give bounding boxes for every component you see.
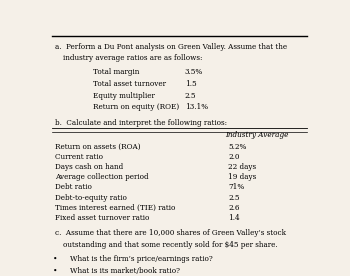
- Text: Return on assets (ROA): Return on assets (ROA): [55, 143, 140, 151]
- Text: a.  Perform a Du Pont analysis on Green Valley. Assume that the: a. Perform a Du Pont analysis on Green V…: [55, 43, 287, 51]
- Text: Industry Average: Industry Average: [225, 131, 289, 139]
- Text: 2.0: 2.0: [228, 153, 240, 161]
- Text: Equity multiplier: Equity multiplier: [92, 92, 154, 100]
- Text: Debt ratio: Debt ratio: [55, 183, 91, 191]
- Text: 5.2%: 5.2%: [228, 143, 246, 151]
- Text: 3.5%: 3.5%: [185, 68, 203, 76]
- Text: c.  Assume that there are 10,000 shares of Green Valley’s stock: c. Assume that there are 10,000 shares o…: [55, 229, 286, 237]
- Text: What is the firm’s price/earnings ratio?: What is the firm’s price/earnings ratio?: [70, 255, 212, 263]
- Text: Return on equity (ROE): Return on equity (ROE): [92, 103, 179, 111]
- Text: 71%: 71%: [228, 183, 244, 191]
- Text: Total asset turnover: Total asset turnover: [92, 80, 166, 88]
- Text: Days cash on hand: Days cash on hand: [55, 163, 123, 171]
- Text: Times interest earned (TIE) ratio: Times interest earned (TIE) ratio: [55, 204, 175, 212]
- Text: 13.1%: 13.1%: [185, 103, 208, 111]
- Text: •: •: [53, 267, 58, 275]
- Text: Total margin: Total margin: [92, 68, 139, 76]
- Text: industry average ratios are as follows:: industry average ratios are as follows:: [63, 54, 202, 62]
- Text: outstanding and that some recently sold for $45 per share.: outstanding and that some recently sold …: [63, 241, 277, 249]
- Text: •: •: [53, 255, 58, 263]
- Text: 19 days: 19 days: [228, 173, 257, 181]
- Text: b.  Calculate and interpret the following ratios:: b. Calculate and interpret the following…: [55, 119, 227, 127]
- Text: 2.6: 2.6: [228, 204, 240, 212]
- Text: Debt-to-equity ratio: Debt-to-equity ratio: [55, 193, 126, 201]
- Text: 22 days: 22 days: [228, 163, 256, 171]
- Text: What is its market/book ratio?: What is its market/book ratio?: [70, 267, 180, 275]
- Text: 2.5: 2.5: [185, 92, 196, 100]
- Text: 2.5: 2.5: [228, 193, 240, 201]
- Text: 1.4: 1.4: [228, 214, 240, 222]
- Text: Current ratio: Current ratio: [55, 153, 103, 161]
- Text: 1.5: 1.5: [185, 80, 196, 88]
- Text: Average collection period: Average collection period: [55, 173, 148, 181]
- Text: Fixed asset turnover ratio: Fixed asset turnover ratio: [55, 214, 149, 222]
